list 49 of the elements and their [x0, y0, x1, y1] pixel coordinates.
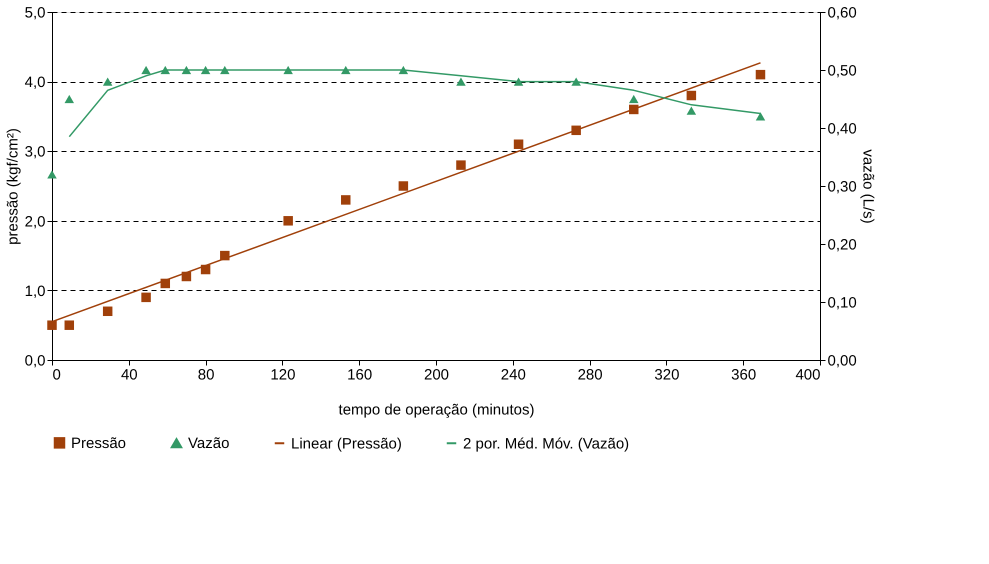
y2-tick-label: 0,60 — [828, 4, 857, 22]
point — [756, 70, 766, 80]
point — [64, 320, 74, 330]
x-tick-label: 400 — [795, 366, 820, 384]
y2-axis-title: vazão (L/s) — [860, 149, 877, 224]
y2-tick-label: 0,50 — [828, 62, 857, 80]
y2-tick-label: 0,10 — [828, 294, 857, 312]
y2-tick-label: 0,30 — [828, 178, 857, 196]
point — [341, 195, 351, 205]
point — [102, 306, 112, 316]
legend-label: Vazão — [188, 435, 230, 452]
x-tick-label: 80 — [198, 366, 214, 384]
point — [456, 160, 466, 170]
x-tick-label: 280 — [578, 366, 603, 384]
point — [102, 77, 112, 86]
y-tick-label: 5,0 — [24, 4, 46, 22]
legend-label: Pressão — [71, 434, 126, 452]
point — [398, 181, 408, 191]
point — [283, 216, 293, 226]
y2-tick-label: 0,20 — [828, 236, 857, 254]
point — [756, 112, 766, 121]
y-axis-title: pressão (kgf/cm²) — [4, 128, 22, 245]
y2-tick-label: 0,40 — [828, 120, 857, 138]
x-tick-label: 160 — [347, 366, 372, 384]
x-tick-label: 40 — [120, 366, 138, 384]
point — [64, 94, 74, 104]
point — [141, 66, 151, 74]
legend-label: 2 por. Méd. Móv. (Vazão) — [463, 435, 630, 452]
point — [629, 94, 639, 104]
point — [456, 77, 466, 86]
x-axis-title: tempo de operação (minutos) — [338, 402, 534, 418]
y-tick-label: 0,0 — [24, 352, 46, 370]
point — [686, 90, 696, 100]
point — [141, 292, 151, 302]
x-tick-label: 120 — [270, 366, 296, 384]
x-tick-label: 360 — [731, 366, 756, 384]
y-tick-label: 2,0 — [24, 213, 46, 230]
point — [47, 170, 57, 179]
y-tick-label: 4,0 — [24, 74, 46, 92]
y-tick-label: 3,0 — [24, 144, 46, 161]
x-tick-label: 200 — [424, 366, 450, 384]
point — [686, 106, 696, 115]
point — [514, 139, 524, 149]
x-tick-label: 240 — [500, 366, 526, 384]
y2-tick-label: 0,00 — [828, 352, 857, 370]
y-tick-label: 1,0 — [24, 282, 46, 300]
x-tick-label: 320 — [654, 366, 680, 384]
x-tick-label: 0 — [52, 366, 61, 384]
legend-label: Linear (Pressão) — [291, 435, 402, 452]
